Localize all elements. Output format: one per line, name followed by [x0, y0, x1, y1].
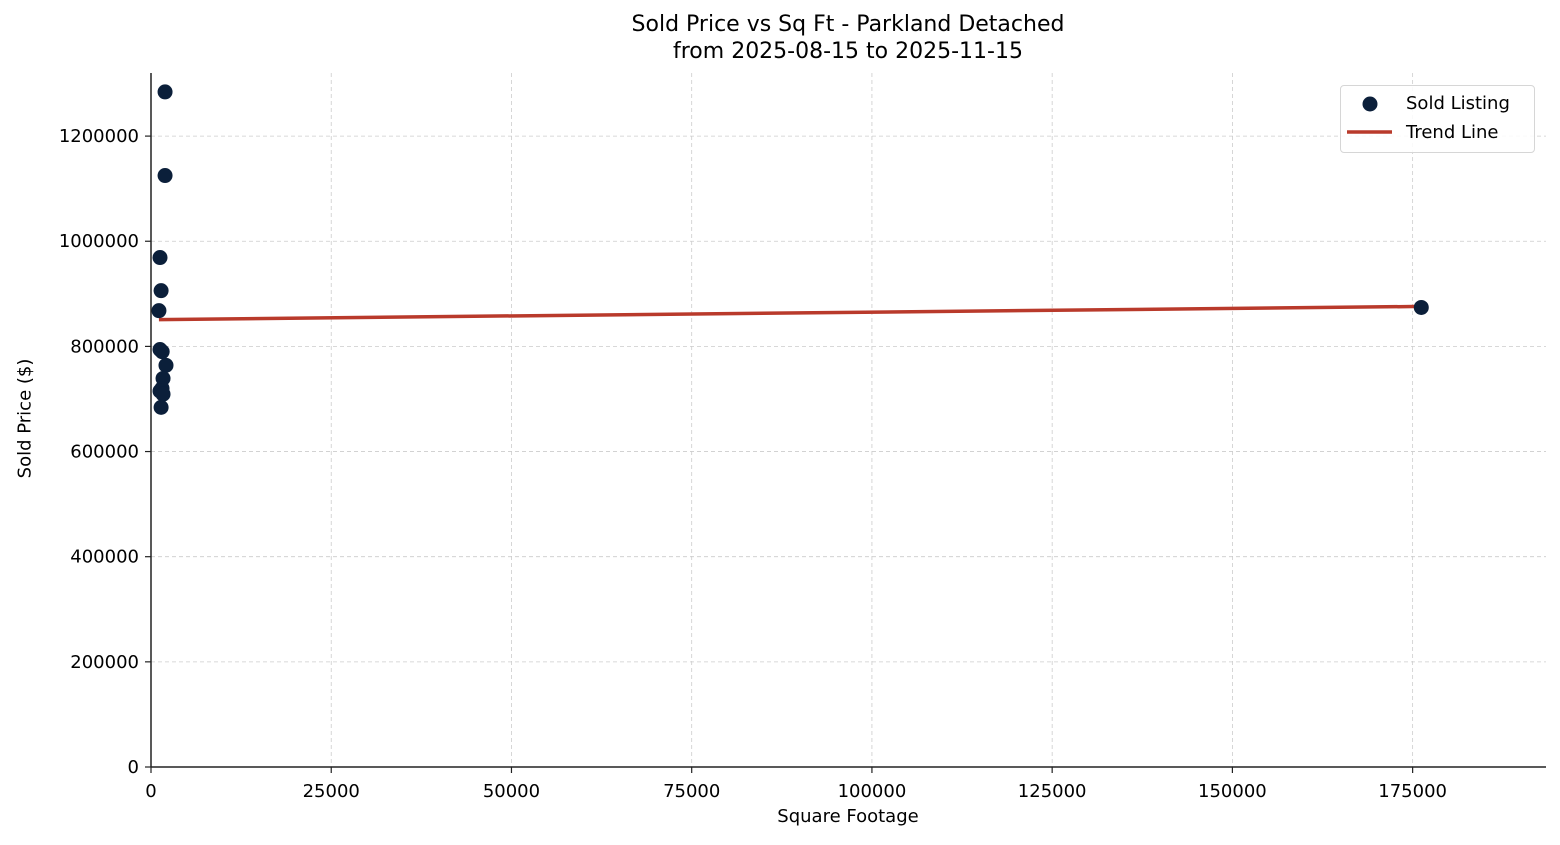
trend-line	[158, 304, 1422, 322]
chart-title-line2: from 2025-08-15 to 2025-11-15	[673, 39, 1023, 64]
data-point	[153, 399, 169, 415]
x-tick-label: 125000	[1018, 781, 1087, 802]
y-tick-label: 1200000	[59, 126, 139, 147]
axes	[145, 73, 1546, 773]
y-tick-label: 1000000	[59, 231, 139, 252]
x-tick-label: 25000	[303, 781, 360, 802]
grid-lines	[151, 73, 1546, 767]
x-tick-label: 100000	[838, 781, 907, 802]
x-tick-label: 75000	[663, 781, 720, 802]
x-tick-label: 0	[145, 781, 156, 802]
legend-label-sold-listing: Sold Listing	[1406, 93, 1510, 114]
line-marker-icon	[1347, 130, 1392, 134]
data-point	[157, 168, 173, 184]
legend-label-trend-line: Trend Line	[1406, 122, 1499, 143]
chart-title-line1: Sold Price vs Sq Ft - Parkland Detached	[631, 12, 1065, 37]
x-axis-label: Square Footage	[777, 806, 919, 827]
chart-title: Sold Price vs Sq Ft - Parkland Detached …	[598, 11, 1098, 65]
x-tick-label: 175000	[1378, 781, 1447, 802]
y-tick-label: 600000	[70, 442, 139, 463]
y-axis-label: Sold Price ($)	[14, 358, 36, 479]
legend-item-sold-listing: Sold Listing	[1341, 90, 1534, 118]
data-point	[152, 250, 168, 266]
data-point	[157, 84, 173, 100]
legend-item-trend-line: Trend Line	[1341, 119, 1534, 147]
tick-labels: 0 25000 50000 75000 100000 125000 150000 175000…	[59, 126, 1447, 802]
data-point	[151, 303, 167, 319]
y-tick-label: 800000	[70, 336, 139, 357]
x-tick-label: 150000	[1198, 781, 1267, 802]
data-point	[155, 386, 171, 402]
x-tick-label: 50000	[483, 781, 540, 802]
data-point	[153, 283, 169, 299]
y-tick-label: 200000	[70, 652, 139, 673]
trend-line-path	[158, 304, 1422, 322]
y-tick-label: 400000	[70, 547, 139, 568]
data-point	[154, 344, 170, 360]
scatter-points	[151, 84, 1429, 415]
y-tick-label: 0	[128, 757, 139, 778]
data-point	[1413, 299, 1429, 315]
data-point	[158, 357, 174, 373]
scatter-marker-icon	[1362, 96, 1378, 112]
legend: Sold Listing Trend Line	[1340, 85, 1535, 153]
